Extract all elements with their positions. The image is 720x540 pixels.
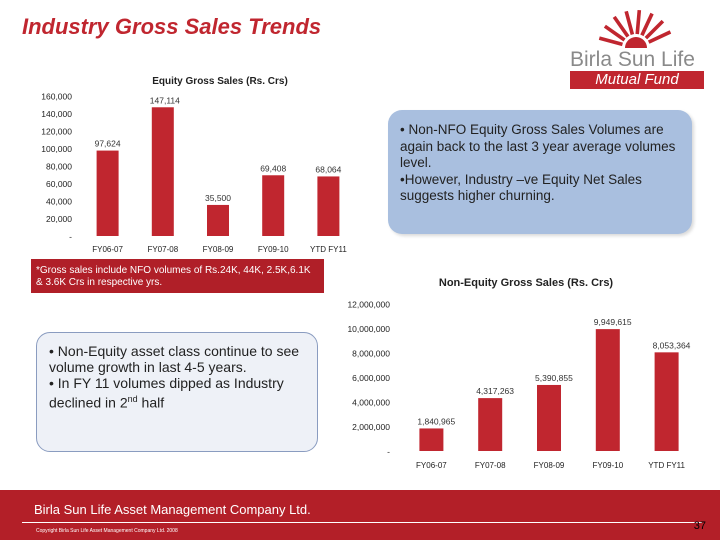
nonequity-y-tick-label: 8,000,000 <box>352 349 390 359</box>
footer-company-name: Birla Sun Life Asset Management Company … <box>34 502 311 517</box>
equity-y-tick-label: 160,000 <box>41 92 72 102</box>
equity-y-tick-label: 60,000 <box>46 179 72 189</box>
page-number: 37 <box>693 520 706 532</box>
nonequity-y-tick-label: - <box>387 447 390 457</box>
nonequity-category-label: FY06-07 <box>416 461 447 470</box>
equity-value-label: 69,408 <box>260 163 286 173</box>
equity-bar <box>262 175 285 236</box>
equity-category-label: FY07-08 <box>147 245 178 254</box>
nfo-footnote: *Gross sales include NFO volumes of Rs.2… <box>31 259 324 293</box>
nonequity-bar <box>478 398 503 451</box>
nonequity-category-label: FY09-10 <box>592 461 623 470</box>
equity-y-tick-label: 40,000 <box>46 197 72 207</box>
sun-icon <box>598 9 672 48</box>
equity-category-label: FY06-07 <box>92 245 123 254</box>
equity-bar <box>207 204 229 236</box>
equity-gross-sales-chart: Equity Gross Sales (Rs. Crs) - 20,000 40,00… <box>41 76 347 254</box>
nonequity-y-tick-label: 12,000,000 <box>347 300 390 310</box>
equity-value-label: 97,624 <box>95 139 121 149</box>
non-equity-point-2-end: half <box>137 394 165 411</box>
equity-category-label: YTD FY11 <box>310 245 347 254</box>
equity-y-tick-label: 100,000 <box>41 144 72 154</box>
nonequity-y-tick-label: 10,000,000 <box>347 324 390 334</box>
nonequity-bar <box>419 428 444 451</box>
equity-y-tick-label: 120,000 <box>41 127 72 137</box>
equity-bar <box>151 107 174 236</box>
brand-logo: Birla Sun Life Mutual Fund <box>556 4 716 90</box>
nonequity-value-label: 9,949,615 <box>594 317 632 327</box>
nonequity-category-label: FY07-08 <box>475 461 506 470</box>
equity-y-tick-label: 80,000 <box>46 162 72 172</box>
equity-category-label: FY08-09 <box>203 245 234 254</box>
equity-value-label: 68,064 <box>315 164 341 174</box>
nonequity-value-label: 5,390,855 <box>535 373 573 383</box>
equity-y-tick-label: 140,000 <box>41 109 72 119</box>
nonequity-y-tick-label: 2,000,000 <box>352 422 390 432</box>
non-equity-gross-sales-chart: Non-Equity Gross Sales (Rs. Crs) - 2,000,0… <box>347 277 691 470</box>
nonequity-value-label: 8,053,364 <box>653 340 691 350</box>
equity-y-tick-label: - <box>69 232 72 242</box>
equity-commentary-point-1: • Non-NFO Equity Gross Sales Volumes are… <box>400 122 676 170</box>
logo-name: Birla Sun Life <box>570 48 695 71</box>
non-equity-commentary-point-1: • Non-Equity asset class continue to see… <box>49 343 300 375</box>
equity-chart-title: Equity Gross Sales (Rs. Crs) <box>152 76 288 87</box>
footer-bar: Birla Sun Life Asset Management Company … <box>0 490 720 540</box>
nonequity-category-label: FY08-09 <box>534 461 565 470</box>
equity-value-label: 147,114 <box>150 95 180 105</box>
nonequity-bar <box>595 329 620 451</box>
nonequity-value-label: 1,840,965 <box>417 416 455 426</box>
nonequity-y-tick-label: 6,000,000 <box>352 373 390 383</box>
slide-title: Industry Gross Sales Trends <box>22 14 322 39</box>
equity-category-label: FY09-10 <box>258 245 289 254</box>
nonequity-bar <box>654 352 679 451</box>
footer-divider <box>22 522 702 523</box>
nonequity-category-label: YTD FY11 <box>648 461 685 470</box>
nonequity-bar <box>537 384 561 451</box>
equity-commentary-callout: • Non-NFO Equity Gross Sales Volumes are… <box>388 110 692 234</box>
non-equity-point-2-text: • In FY 11 volumes dipped as Industry de… <box>49 375 284 411</box>
equity-y-tick-label: 20,000 <box>46 214 72 224</box>
equity-bar <box>96 150 119 236</box>
equity-value-label: 35,500 <box>205 193 231 203</box>
equity-commentary-point-2: •However, Industry –ve Equity Net Sales … <box>400 171 642 204</box>
non-equity-commentary-point-2: • In FY 11 volumes dipped as Industry de… <box>49 375 309 411</box>
equity-bar <box>317 176 340 236</box>
nonequity-chart-title: Non-Equity Gross Sales (Rs. Crs) <box>439 277 614 289</box>
nonequity-value-label: 4,317,263 <box>476 386 514 396</box>
ordinal-suffix: nd <box>127 394 138 404</box>
footer-copyright: Copyright Birla Sun Life Asset Managemen… <box>36 528 178 534</box>
non-equity-commentary-callout: • Non-Equity asset class continue to see… <box>36 332 318 452</box>
nonequity-y-tick-label: 4,000,000 <box>352 398 390 408</box>
logo-subtitle: Mutual Fund <box>570 71 704 89</box>
